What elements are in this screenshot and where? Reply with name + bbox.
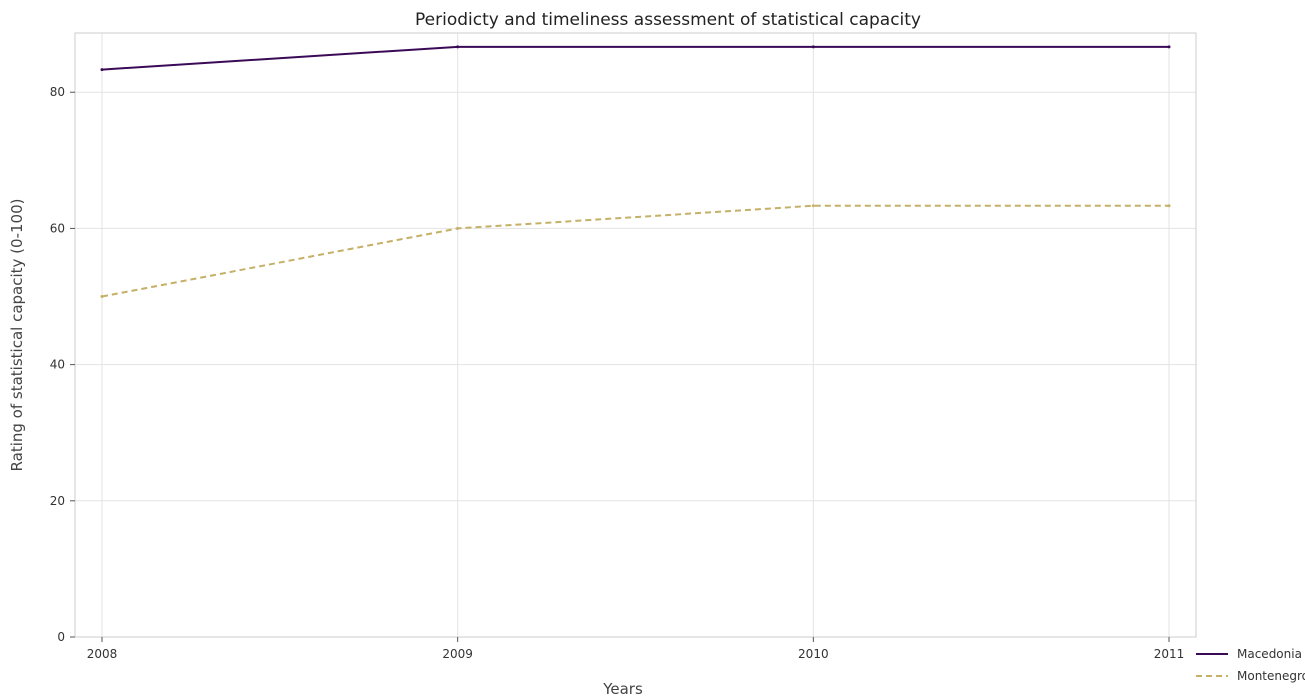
- y-axis-label: Rating of statistical capacity (0-100): [8, 199, 26, 472]
- data-point-montenegro: [456, 226, 460, 230]
- legend: Macedonia Montenegro: [1196, 647, 1305, 683]
- y-tick-label: 20: [50, 494, 65, 508]
- data-point-montenegro: [100, 295, 104, 299]
- x-tick-label: 2008: [87, 647, 118, 661]
- legend-label-montenegro: Montenegro: [1237, 669, 1305, 683]
- x-tick-label: 2009: [442, 647, 473, 661]
- series-line-montenegro: [101, 204, 1169, 298]
- axes: [74, 32, 1197, 638]
- y-tick-label: 80: [50, 85, 65, 99]
- x-axis-label: Years: [602, 680, 643, 698]
- legend-label-macedonia: Macedonia: [1237, 647, 1302, 661]
- chart-title: Periodicty and timeliness assessment of …: [415, 10, 921, 30]
- x-axis-ticks: 2008 2009 2010 2011: [87, 637, 1185, 661]
- data-point-macedonia: [456, 45, 460, 49]
- grid: [75, 33, 1196, 638]
- x-tick-label: 2011: [1154, 647, 1185, 661]
- series-line-macedonia: [101, 45, 1169, 71]
- y-tick-label: 40: [50, 358, 65, 372]
- y-tick-label: 0: [57, 630, 65, 644]
- data-point-macedonia: [811, 45, 815, 49]
- data-point-montenegro: [811, 204, 815, 208]
- y-axis-ticks: 0 20 40 60 80: [50, 85, 75, 644]
- data-point-montenegro: [1167, 204, 1171, 208]
- plot-frame: [74, 32, 1197, 638]
- x-tick-label: 2010: [798, 647, 829, 661]
- data-point-macedonia: [1167, 45, 1171, 49]
- series-group: [100, 45, 1171, 299]
- y-tick-label: 60: [50, 221, 65, 235]
- data-point-macedonia: [100, 68, 104, 72]
